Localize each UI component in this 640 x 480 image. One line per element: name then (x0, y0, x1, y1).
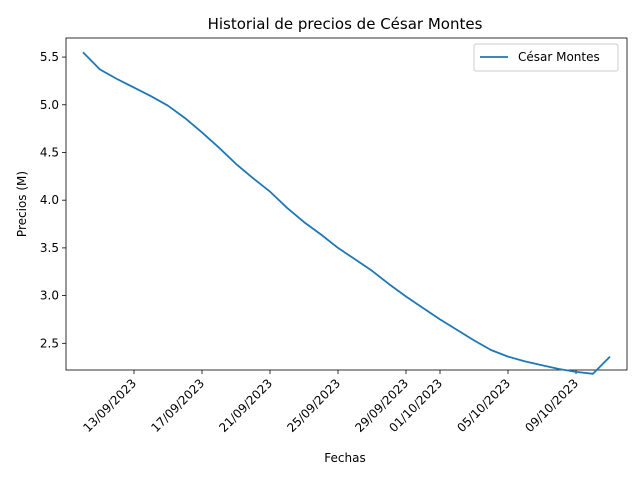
y-tick-label: 3.0 (40, 289, 59, 303)
x-tick-label: 25/09/2023 (284, 376, 343, 435)
x-tick-label: 05/10/2023 (454, 376, 513, 435)
y-tick-label: 5.0 (40, 98, 59, 112)
legend: César Montes (473, 43, 619, 72)
plot-area (65, 37, 628, 371)
chart-title: Historial de precios de César Montes (208, 15, 483, 33)
x-axis-label: Fechas (324, 451, 365, 465)
series-line (82, 51, 611, 375)
y-tick-label: 4.5 (40, 145, 59, 159)
series-layer (82, 51, 611, 375)
x-tick-label: 09/10/2023 (522, 376, 581, 435)
y-axis: 2.5 3.0 3.5 4.0 4.5 5.0 5.5 (40, 50, 66, 350)
x-tick-label: 17/09/2023 (148, 376, 207, 435)
y-tick-label: 3.5 (40, 241, 59, 255)
x-tick-label: 13/09/2023 (80, 376, 139, 435)
x-tick-label: 21/09/2023 (216, 376, 275, 435)
x-axis: 13/09/2023 17/09/2023 21/09/2023 25/09/2023… (80, 370, 581, 435)
legend-box (473, 43, 619, 72)
legend-label: César Montes (518, 50, 600, 64)
y-tick-label: 4.0 (40, 193, 59, 207)
y-tick-label: 5.5 (40, 50, 59, 64)
y-tick-label: 2.5 (40, 336, 59, 350)
y-axis-label: Precios (M) (15, 171, 29, 237)
